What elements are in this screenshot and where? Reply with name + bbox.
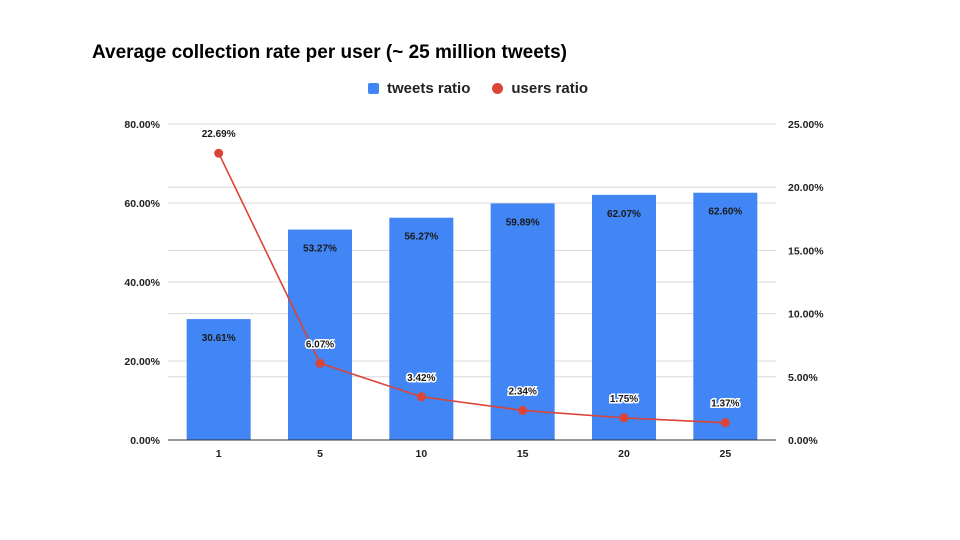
x-tick-label-5: 5 xyxy=(317,448,323,460)
bar-label-10: 56.27% xyxy=(404,232,438,243)
y-right-tick-label-0: 0.00% xyxy=(788,435,818,447)
point-20 xyxy=(619,413,629,423)
x-tick-label-20: 20 xyxy=(618,448,630,460)
bar-20 xyxy=(592,194,656,440)
point-10 xyxy=(416,392,426,402)
y-right-tick-label-5: 25.00% xyxy=(788,119,824,131)
bar-label-25: 62.60% xyxy=(708,207,742,218)
legend-label-tweets-ratio: tweets ratio xyxy=(387,80,471,97)
chart-title: Average collection rate per user (~ 25 m… xyxy=(92,42,567,63)
bar-25 xyxy=(693,192,758,440)
x-tick-label-10: 10 xyxy=(415,448,427,460)
bar-15 xyxy=(490,203,555,440)
gridlines xyxy=(168,123,776,378)
legend-label-users-ratio: users ratio xyxy=(511,80,589,97)
bar-5 xyxy=(288,229,352,440)
y-left-tick-label-2: 40.00% xyxy=(124,277,160,289)
bar-1 xyxy=(186,319,251,440)
bar-label-20: 62.07% xyxy=(607,209,641,220)
point-label-25: 1.37% xyxy=(711,399,739,410)
point-1 xyxy=(214,148,224,158)
legend-swatch-tweets-ratio xyxy=(368,83,379,94)
point-15 xyxy=(518,405,528,415)
axes: 0.00% 20.00% 40.00% 60.00% 80.00% 0.00% 5.00% 1… xyxy=(124,119,824,460)
point-label-5: 6.07% xyxy=(306,339,334,350)
legend-item-users-ratio[interactable]: users ratio xyxy=(492,80,588,97)
tweets-ratio-bars xyxy=(186,192,758,440)
users-ratio-line xyxy=(214,148,730,428)
point-5 xyxy=(315,358,325,368)
x-tick-label-15: 15 xyxy=(517,448,529,460)
bar-label-1: 30.61% xyxy=(202,333,236,344)
users-ratio-data-labels: 22.69% 6.07% 3.42% 2.34% 1.75% 1.37% xyxy=(200,128,741,411)
point-label-20: 1.75% xyxy=(610,394,638,405)
y-right-tick-label-4: 20.00% xyxy=(788,182,824,194)
point-25 xyxy=(720,418,730,428)
y-left-tick-label-4: 80.00% xyxy=(124,119,160,131)
x-tick-label-1: 1 xyxy=(216,448,222,460)
chart-legend: tweets ratio users ratio xyxy=(368,80,610,97)
users-ratio-polyline xyxy=(217,152,726,424)
bar-label-5: 53.27% xyxy=(303,244,337,255)
tweets-ratio-data-labels: 30.61% 53.27% 56.27% 59.89% 62.07% 62.60% xyxy=(202,207,743,344)
y-left-tick-label-1: 20.00% xyxy=(124,356,160,368)
y-right-tick-label-2: 10.00% xyxy=(788,309,824,321)
y-right-tick-label-1: 5.00% xyxy=(788,372,818,384)
point-label-1: 22.69% xyxy=(202,129,236,140)
point-label-10: 3.42% xyxy=(407,373,435,384)
y-right-tick-label-3: 15.00% xyxy=(788,245,824,257)
point-label-15: 2.34% xyxy=(508,386,536,397)
x-tick-label-25: 25 xyxy=(719,448,731,460)
bar-10 xyxy=(389,217,454,440)
y-left-tick-label-0: 0.00% xyxy=(130,435,160,447)
legend-swatch-users-ratio xyxy=(492,83,504,94)
legend-item-tweets-ratio[interactable]: tweets ratio xyxy=(368,80,470,97)
bar-label-15: 59.89% xyxy=(506,217,540,228)
y-left-tick-label-3: 60.00% xyxy=(124,198,160,210)
